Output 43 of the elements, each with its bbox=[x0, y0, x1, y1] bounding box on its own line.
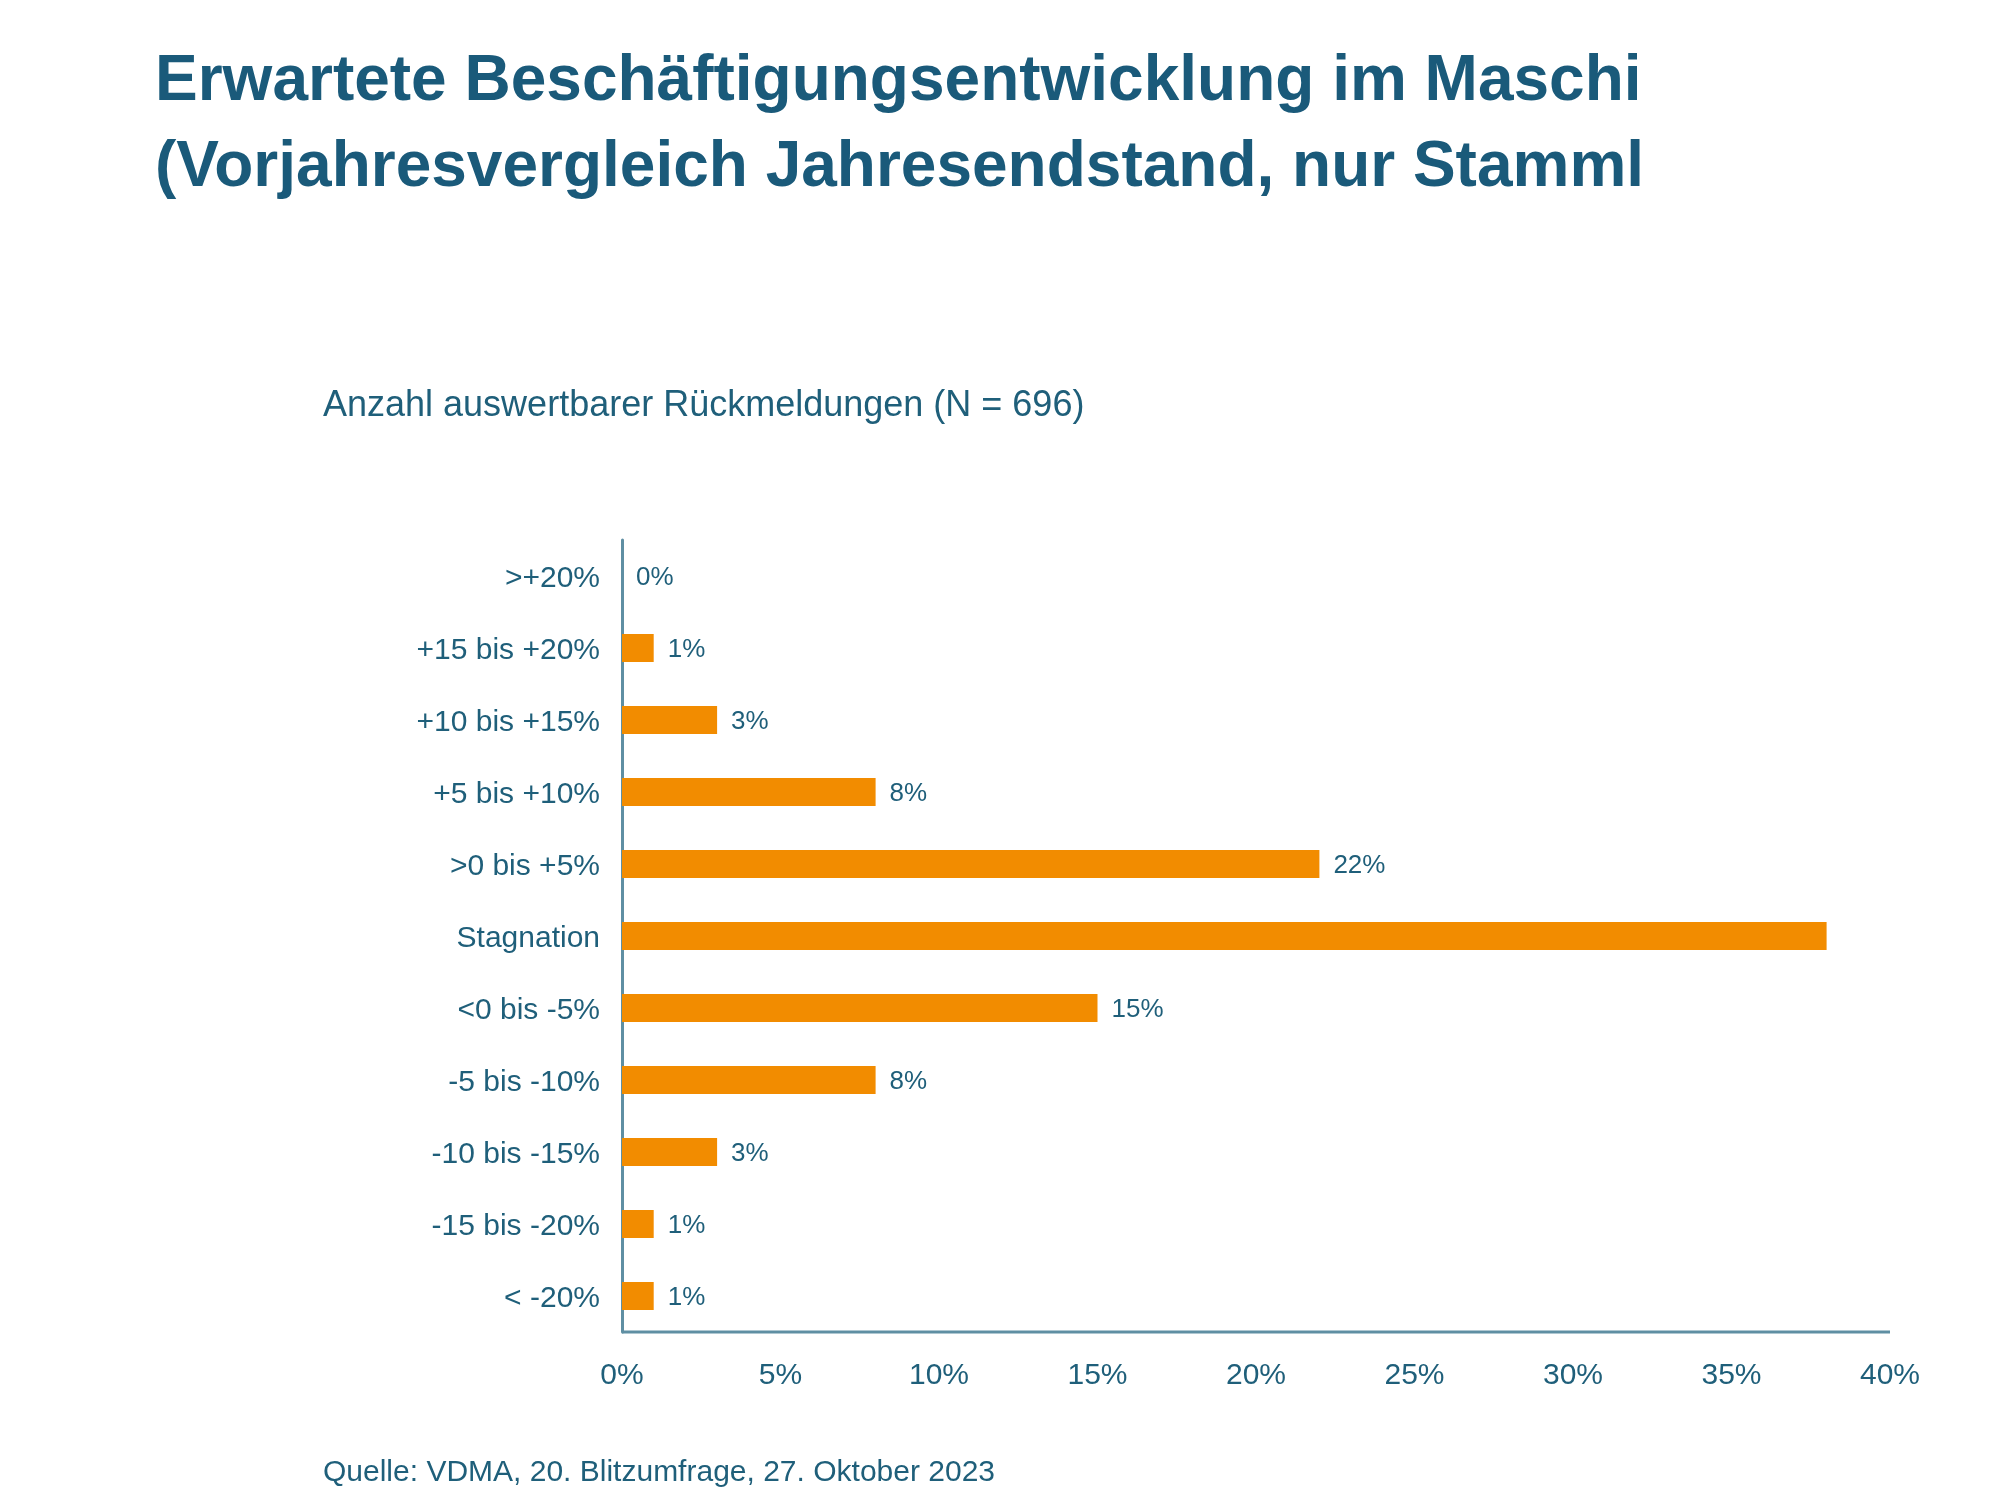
x-tick-label: 15% bbox=[1067, 1356, 1128, 1390]
x-tick-label: 0% bbox=[600, 1356, 644, 1390]
bar bbox=[622, 1066, 876, 1094]
data-label: 3% bbox=[731, 1137, 769, 1167]
y-tick-label: +15 bis +20% bbox=[416, 631, 600, 665]
x-tick-label: 40% bbox=[1859, 1356, 1921, 1390]
bar bbox=[622, 922, 1827, 950]
data-label: 1% bbox=[667, 633, 706, 663]
data-label: 3% bbox=[731, 705, 769, 735]
data-label: 0% bbox=[636, 561, 674, 591]
data-label: 8% bbox=[889, 1065, 928, 1095]
y-tick-label: Stagnation bbox=[456, 919, 600, 953]
bar bbox=[622, 706, 718, 734]
chart-subtitle: Anzahl auswertbarer Rückmeldungen (N = 696) bbox=[323, 382, 1085, 424]
data-label: 22% bbox=[1333, 849, 1386, 879]
source-note: Quelle: VDMA, 20. Blitzumfrage, 27. Oktober 2023 bbox=[323, 1453, 995, 1487]
y-tick-label: -15 bis -20% bbox=[431, 1207, 600, 1241]
bar bbox=[622, 778, 876, 806]
x-tick-label: 25% bbox=[1384, 1356, 1445, 1390]
x-tick-label: 20% bbox=[1225, 1356, 1287, 1390]
x-tick-label: 30% bbox=[1542, 1356, 1604, 1390]
y-tick-label: >+20% bbox=[504, 559, 600, 593]
x-tick-label: 5% bbox=[758, 1356, 803, 1390]
bar bbox=[622, 1210, 654, 1238]
bar bbox=[622, 994, 1098, 1022]
y-tick-label: < -20% bbox=[504, 1279, 600, 1313]
bar bbox=[622, 1138, 718, 1166]
data-label: 15% bbox=[1111, 993, 1164, 1023]
data-label: 8% bbox=[889, 777, 928, 807]
y-tick-label: +10 bis +15% bbox=[416, 703, 600, 737]
y-tick-label: -10 bis -15% bbox=[431, 1135, 600, 1169]
data-label: 1% bbox=[667, 1281, 706, 1311]
data-label: 1% bbox=[667, 1209, 706, 1239]
bar bbox=[622, 1282, 654, 1310]
x-tick-label: 35% bbox=[1701, 1356, 1762, 1390]
y-tick-label: >0 bis +5% bbox=[449, 847, 600, 881]
y-tick-label: <0 bis -5% bbox=[457, 991, 600, 1025]
bar bbox=[622, 634, 654, 662]
chart-title: Erwartete Beschäftigungsentwicklung im Maschi (Vorjahresvergleich Jahresendstand, nur Stamml bbox=[155, 42, 1645, 200]
y-tick-label: +5 bis +10% bbox=[433, 775, 600, 809]
bar bbox=[622, 850, 1320, 878]
x-tick-label: 10% bbox=[908, 1356, 970, 1390]
y-tick-label: -5 bis -10% bbox=[448, 1063, 600, 1097]
